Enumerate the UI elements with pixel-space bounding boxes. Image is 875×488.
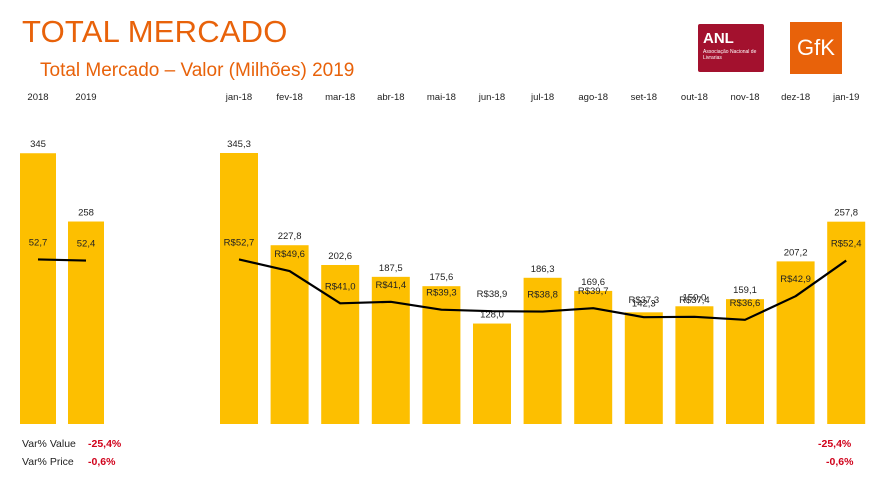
category-label-jan-19: jan-19 xyxy=(832,92,859,103)
bar-value-label-out-18: 150,0 xyxy=(683,292,707,303)
category-label-fev-18: fev-18 xyxy=(276,92,302,103)
bar-value-label-abr-18: 187,5 xyxy=(379,263,403,274)
category-label-dez-18: dez-18 xyxy=(781,92,810,103)
var-value-right: -25,4% xyxy=(818,438,852,450)
bar-value-label-jan-19: 257,8 xyxy=(834,208,858,219)
price-label-nov-18: R$36,6 xyxy=(730,298,761,309)
bar-mar-18 xyxy=(321,264,360,424)
gfk-logo: GfK xyxy=(790,22,842,74)
bar-value-label-2019: 258 xyxy=(78,208,94,219)
bar-jan-19 xyxy=(827,221,866,424)
page-title: TOTAL MERCADO xyxy=(22,14,288,49)
category-label-jun-18: jun-18 xyxy=(478,92,505,103)
category-label-abr-18: abr-18 xyxy=(377,92,404,103)
price-label-jun-18: R$38,9 xyxy=(477,289,508,300)
anl-logo-subtext: Associação Nacional de Livrarias xyxy=(703,49,757,61)
bar-value-label-set-18: 142,3 xyxy=(632,298,656,309)
price-label-dez-18: R$42,9 xyxy=(780,274,811,285)
bar-jan-18 xyxy=(220,153,258,424)
price-label-mar-18: R$41,0 xyxy=(325,281,356,292)
bar-2019 xyxy=(68,221,104,424)
bar-value-label-mai-18: 175,6 xyxy=(430,272,454,283)
bar-value-label-jan-18: 345,3 xyxy=(227,139,251,150)
bar-abr-18 xyxy=(371,276,410,424)
price-label-2018: 52,7 xyxy=(29,237,48,248)
category-label-jan-18: jan-18 xyxy=(225,92,252,103)
price-line-1 xyxy=(238,258,847,321)
bar-value-label-jun-18: 128,0 xyxy=(480,310,504,321)
price-label-set-18: R$37,3 xyxy=(628,295,659,306)
category-label-out-18: out-18 xyxy=(681,92,708,103)
bar-ago-18 xyxy=(574,290,613,424)
price-label-jan-18: R$52,7 xyxy=(224,237,255,248)
var-price-right: -0,6% xyxy=(826,456,854,468)
bar-value-label-dez-18: 207,2 xyxy=(784,247,808,258)
bar-jul-18 xyxy=(523,277,562,424)
category-label-jul-18: jul-18 xyxy=(530,92,554,103)
var-value-label: Var% Value xyxy=(22,438,76,450)
market-value-chart: 2018 345 2019 258 52,7 52,4 jan-18 345,3 fev-18 2… xyxy=(20,92,866,424)
bar-value-label-ago-18: 169,6 xyxy=(581,277,605,288)
price-label-ago-18: R$39,7 xyxy=(578,286,609,297)
bar-2018 xyxy=(20,153,56,424)
bar-nov-18 xyxy=(726,299,764,424)
price-label-fev-18: R$49,6 xyxy=(274,249,305,260)
bar-value-label-mar-18: 202,6 xyxy=(328,251,352,262)
bar-value-label-fev-18: 227,8 xyxy=(278,231,302,242)
var-value-left: -25,4% xyxy=(88,438,122,450)
bar-out-18 xyxy=(675,306,714,424)
var-price-label: Var% Price xyxy=(22,456,74,468)
anl-logo: ANL Associação Nacional de Livrarias xyxy=(698,24,764,72)
price-line-0 xyxy=(37,258,87,262)
price-label-jan-19: R$52,4 xyxy=(831,239,862,250)
bar-value-label-2018: 345 xyxy=(30,139,46,150)
price-label-mai-18: R$39,3 xyxy=(426,288,457,299)
chart-subtitle: Total Mercado – Valor (Milhões) 2019 xyxy=(40,60,355,81)
category-label-nov-18: nov-18 xyxy=(730,92,759,103)
category-label-set-18: set-18 xyxy=(631,92,657,103)
bar-set-18 xyxy=(624,312,663,424)
price-label-jul-18: R$38,8 xyxy=(527,290,558,301)
bar-value-label-jul-18: 186,3 xyxy=(531,264,555,275)
price-label-abr-18: R$41,4 xyxy=(375,280,406,291)
category-label-ago-18: ago-18 xyxy=(578,92,608,103)
bar-fev-18 xyxy=(270,245,309,424)
category-label-mar-18: mar-18 xyxy=(325,92,355,103)
category-label-2019: 2019 xyxy=(75,92,96,103)
category-label-mai-18: mai-18 xyxy=(427,92,456,103)
bar-value-label-nov-18: 159,1 xyxy=(733,285,757,296)
price-label-out-18: R$37,4 xyxy=(679,295,710,306)
anl-logo-text: ANL xyxy=(703,30,734,47)
price-label-2019: 52,4 xyxy=(77,239,96,250)
var-price-left: -0,6% xyxy=(88,456,116,468)
category-label-2018: 2018 xyxy=(27,92,48,103)
bar-jun-18 xyxy=(473,323,511,424)
